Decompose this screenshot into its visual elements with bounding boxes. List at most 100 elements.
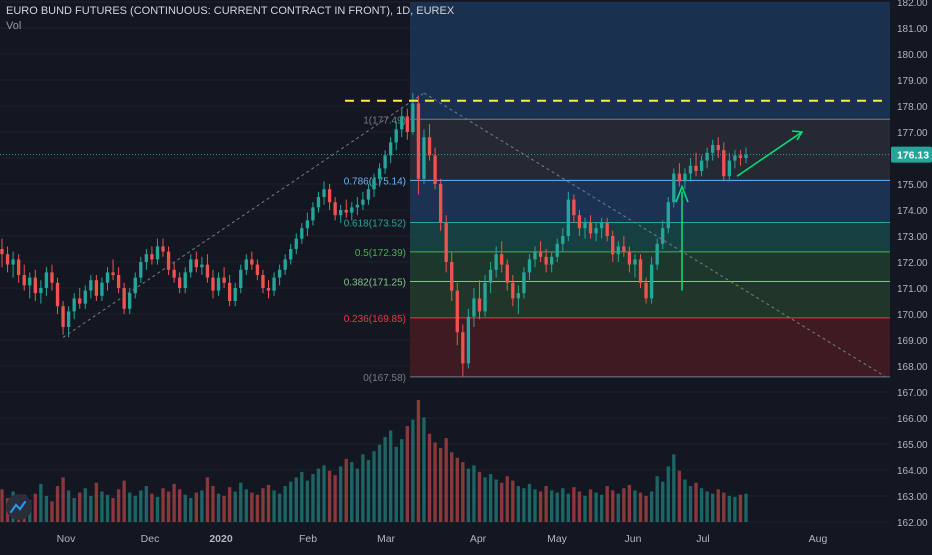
- candle-body[interactable]: [350, 207, 354, 213]
- candle-body[interactable]: [588, 223, 593, 234]
- last-price-badge[interactable]: [891, 146, 932, 163]
- candle-body[interactable]: [294, 238, 298, 249]
- candle-body[interactable]: [122, 288, 126, 309]
- candle-body[interactable]: [383, 155, 387, 169]
- candle-body[interactable]: [538, 251, 543, 257]
- candle-body[interactable]: [661, 228, 665, 244]
- candle-body[interactable]: [438, 184, 443, 223]
- candle-body[interactable]: [28, 277, 32, 286]
- candle-body[interactable]: [666, 202, 670, 229]
- candle-body[interactable]: [116, 275, 121, 288]
- candle-body[interactable]: [561, 236, 565, 244]
- candle-body[interactable]: [222, 277, 226, 283]
- target-arrow-shaft[interactable]: [736, 131, 803, 177]
- candle-body[interactable]: [139, 262, 143, 278]
- tradingview-logo-icon[interactable]: [6, 494, 32, 520]
- candle-body[interactable]: [505, 264, 509, 283]
- candle-body[interactable]: [361, 199, 365, 205]
- candle-body[interactable]: [66, 311, 71, 327]
- candle-body[interactable]: [61, 306, 65, 327]
- candle-body[interactable]: [250, 259, 254, 265]
- candle-body[interactable]: [566, 199, 570, 236]
- candle-body[interactable]: [699, 160, 704, 171]
- candle-body[interactable]: [488, 269, 493, 283]
- candle-body[interactable]: [100, 282, 104, 296]
- candle-body[interactable]: [461, 332, 465, 364]
- candle-body[interactable]: [411, 103, 415, 132]
- candle-body[interactable]: [400, 116, 404, 130]
- candle-body[interactable]: [450, 262, 454, 291]
- candle-body[interactable]: [50, 272, 54, 283]
- candle-body[interactable]: [111, 272, 115, 275]
- candle-body[interactable]: [205, 264, 210, 278]
- candle-body[interactable]: [333, 202, 337, 216]
- candle-body[interactable]: [44, 272, 49, 288]
- candle-body[interactable]: [344, 210, 348, 213]
- candle-body[interactable]: [688, 165, 693, 174]
- candle-body[interactable]: [572, 199, 576, 216]
- candle-body[interactable]: [627, 251, 632, 265]
- candle-body[interactable]: [355, 204, 360, 208]
- candle-body[interactable]: [611, 236, 615, 255]
- candle-body[interactable]: [33, 277, 37, 294]
- candle-body[interactable]: [716, 145, 720, 151]
- candle-body[interactable]: [622, 246, 626, 252]
- candle-body[interactable]: [694, 165, 698, 171]
- candle-body[interactable]: [200, 264, 204, 268]
- candle-body[interactable]: [272, 277, 276, 291]
- candle-body[interactable]: [722, 150, 726, 177]
- candle-body[interactable]: [150, 254, 154, 260]
- candle-body[interactable]: [616, 246, 620, 255]
- candle-body[interactable]: [727, 160, 732, 177]
- candle-body[interactable]: [511, 282, 515, 299]
- candle-body[interactable]: [516, 293, 521, 299]
- candle-body[interactable]: [316, 197, 321, 208]
- candle-body[interactable]: [289, 249, 293, 260]
- candle-body[interactable]: [161, 246, 165, 252]
- volume-indicator-label[interactable]: Vol: [6, 20, 22, 32]
- candle-body[interactable]: [372, 178, 376, 190]
- candle-body[interactable]: [233, 288, 237, 301]
- candle-body[interactable]: [544, 256, 548, 265]
- candle-body[interactable]: [738, 155, 743, 158]
- candle-body[interactable]: [133, 277, 137, 294]
- candle-body[interactable]: [305, 220, 310, 229]
- candle-body[interactable]: [477, 298, 482, 312]
- candle-body[interactable]: [583, 223, 587, 229]
- candle-body[interactable]: [261, 275, 265, 288]
- candle-body[interactable]: [311, 207, 315, 221]
- candle-body[interactable]: [649, 264, 654, 299]
- candle-body[interactable]: [283, 259, 287, 270]
- candle-body[interactable]: [78, 298, 82, 304]
- candle-body[interactable]: [416, 103, 421, 179]
- candle-body[interactable]: [183, 272, 187, 288]
- candle-body[interactable]: [366, 189, 371, 200]
- candle-body[interactable]: [239, 269, 243, 288]
- candle-body[interactable]: [466, 316, 471, 364]
- candle-body[interactable]: [194, 259, 198, 268]
- candle-body[interactable]: [433, 155, 437, 184]
- candle-body[interactable]: [705, 152, 709, 161]
- candle-body[interactable]: [522, 272, 526, 294]
- candle-body[interactable]: [72, 298, 76, 312]
- candle-body[interactable]: [266, 288, 271, 291]
- candle-body[interactable]: [672, 173, 676, 203]
- candle-body[interactable]: [277, 269, 282, 278]
- candle-body[interactable]: [483, 282, 487, 312]
- candle-body[interactable]: [105, 272, 110, 283]
- candle-body[interactable]: [550, 256, 554, 265]
- candle-body[interactable]: [594, 228, 598, 234]
- candle-body[interactable]: [5, 254, 10, 265]
- candle-body[interactable]: [22, 275, 26, 286]
- candle-body[interactable]: [0, 249, 4, 255]
- candle-body[interactable]: [172, 269, 176, 278]
- candle-body[interactable]: [394, 129, 398, 143]
- candle-body[interactable]: [577, 215, 582, 229]
- candle-body[interactable]: [255, 264, 260, 275]
- candle-body[interactable]: [377, 168, 382, 179]
- candle-body[interactable]: [744, 154, 748, 158]
- candle-body[interactable]: [83, 290, 87, 304]
- candle-body[interactable]: [155, 246, 160, 260]
